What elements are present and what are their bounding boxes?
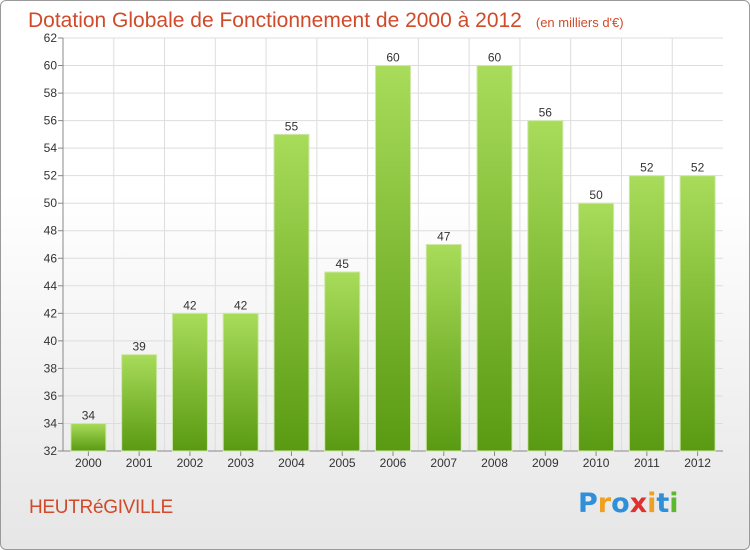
chart-title: Dotation Globale de Fonctionnement de 20… [28, 9, 624, 33]
proxiti-logo: Proxiti [578, 488, 679, 519]
ytick-label: 44 [44, 279, 58, 293]
logo-letter: P [578, 488, 598, 519]
ytick-label: 34 [44, 416, 58, 430]
value-label-2006: 60 [386, 51, 400, 65]
value-label-2002: 42 [183, 298, 197, 312]
ytick-label: 54 [44, 141, 58, 155]
bar-2006 [375, 65, 411, 452]
logo-letter: i [669, 488, 679, 519]
xtick-label-2003: 2003 [227, 456, 254, 470]
xtick-label-2004: 2004 [278, 456, 305, 470]
bar-2000 [70, 422, 107, 452]
logo-letter: x [629, 488, 648, 519]
xtick-label-2007: 2007 [430, 456, 457, 470]
xtick-label-2000: 2000 [75, 456, 102, 470]
xtick-label-2012: 2012 [684, 456, 711, 470]
value-label-2008: 60 [488, 51, 502, 65]
ytick-label: 62 [44, 31, 58, 45]
ytick-label: 38 [44, 361, 58, 375]
ytick-label: 60 [44, 59, 58, 73]
ytick-label: 48 [44, 224, 58, 238]
xtick-label-2010: 2010 [583, 456, 610, 470]
value-label-2004: 55 [285, 119, 299, 133]
chart-unit: (en milliers d'€) [535, 15, 624, 30]
value-label-2007: 47 [437, 230, 451, 244]
bar-2003 [222, 312, 259, 452]
bar-2008 [476, 65, 513, 452]
logo-letter: o [611, 488, 630, 519]
bar-2012 [679, 175, 716, 452]
logo-letter: i [647, 488, 657, 519]
xtick-label-2009: 2009 [532, 456, 559, 470]
ytick-label: 52 [44, 169, 58, 183]
value-label-2001: 39 [132, 340, 146, 354]
value-label-2003: 42 [234, 298, 248, 312]
chart-title-text: Dotation Globale de Fonctionnement de 20… [28, 9, 522, 32]
axes: 32 34 36 38 40 42 44 46 48 50 52 54 56 58 60 62 [44, 31, 723, 458]
value-label-2012: 52 [691, 161, 705, 175]
value-label-2005: 45 [336, 257, 350, 271]
value-label-2011: 52 [640, 161, 654, 175]
xtick-label-2011: 2011 [634, 456, 660, 470]
ytick-label: 50 [44, 196, 58, 210]
ytick-label: 40 [44, 334, 58, 348]
logo-letter: t [656, 488, 670, 519]
logo-letter: r [597, 488, 612, 519]
xtick-label-2008: 2008 [481, 456, 508, 470]
value-label-2000: 34 [82, 408, 96, 422]
value-label-2009: 56 [539, 106, 553, 120]
bar-2010 [578, 202, 615, 452]
bar-2005 [324, 271, 361, 452]
bar-2009 [527, 120, 564, 452]
bar-2007 [425, 244, 462, 452]
bar-2011 [628, 175, 665, 452]
bar-2001 [121, 354, 158, 452]
ytick-label: 58 [44, 86, 58, 100]
xtick-label-2006: 2006 [380, 456, 407, 470]
bar-2002 [171, 312, 208, 452]
xtick-label-2002: 2002 [177, 456, 204, 470]
labels: 34 2000 39 2001 42 2002 42 2003 55 2004 45 2005 60 20… [75, 51, 711, 470]
bar-2004 [273, 133, 310, 452]
value-label-2010: 50 [589, 188, 603, 202]
commune-name: HEUTRéGIVILLE [29, 497, 173, 518]
ytick-label: 42 [44, 306, 58, 320]
ytick-label: 56 [44, 114, 58, 128]
ytick-label: 36 [44, 389, 58, 403]
xtick-label-2001: 2001 [126, 456, 153, 470]
bars [70, 65, 716, 452]
ytick-label: 32 [44, 444, 58, 458]
ytick-label: 46 [44, 251, 58, 265]
xtick-label-2005: 2005 [329, 456, 356, 470]
